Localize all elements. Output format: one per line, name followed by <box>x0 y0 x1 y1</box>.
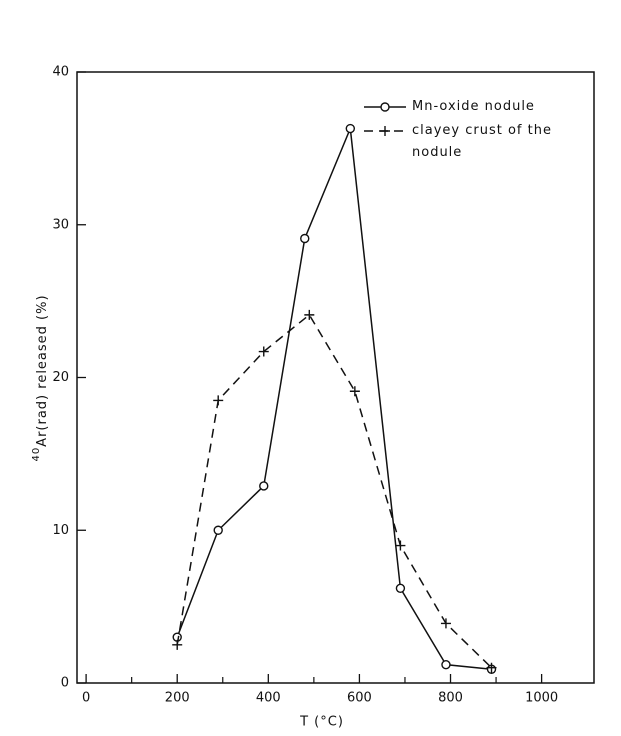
point <box>172 639 183 650</box>
y-axis-label: 40Ar(rad) released (%) <box>31 294 50 461</box>
y-axis-label-superscript: 40 <box>31 447 42 462</box>
x-tick-label: 1000 <box>525 691 558 706</box>
x-axis-label: T (°C) <box>299 715 344 730</box>
point <box>349 386 360 397</box>
point <box>304 309 315 320</box>
x-tick-label: 600 <box>347 691 372 706</box>
legend-label: Mn-oxide nodule <box>412 99 535 114</box>
y-tick-label: 40 <box>52 65 69 80</box>
legend-label: clayey crust of the nodule <box>412 123 552 160</box>
x-tick-label: 200 <box>165 691 190 706</box>
series-line <box>176 128 492 670</box>
x-tick-label: 400 <box>256 691 281 706</box>
point <box>486 662 497 673</box>
y-tick-label: 30 <box>52 217 69 232</box>
point <box>395 583 406 593</box>
point <box>213 395 224 406</box>
point <box>300 233 310 244</box>
point <box>440 618 451 629</box>
legend-marker <box>380 102 390 112</box>
point <box>395 540 406 551</box>
legend-entry: Mn-oxide nodule <box>362 98 562 118</box>
point <box>345 123 356 134</box>
y-tick-label: 10 <box>52 523 69 538</box>
point <box>259 481 269 491</box>
legend-entry: clayey crust of the nodule <box>362 122 562 164</box>
point <box>258 346 269 357</box>
x-tick-label: 0 <box>82 691 90 706</box>
legend-symbol <box>364 102 406 112</box>
y-axis-label-text: Ar(rad) released (%) <box>35 294 50 446</box>
series-line <box>176 313 493 669</box>
y-tick-label: 0 <box>61 676 69 691</box>
legend: Mn-oxide nodule clayey crust of the nodul… <box>362 98 562 168</box>
point <box>441 659 451 670</box>
legend-marker <box>380 126 390 136</box>
x-tick-label: 800 <box>438 691 463 706</box>
point <box>213 525 223 535</box>
legend-symbol <box>364 126 406 136</box>
y-tick-label: 20 <box>52 370 69 385</box>
